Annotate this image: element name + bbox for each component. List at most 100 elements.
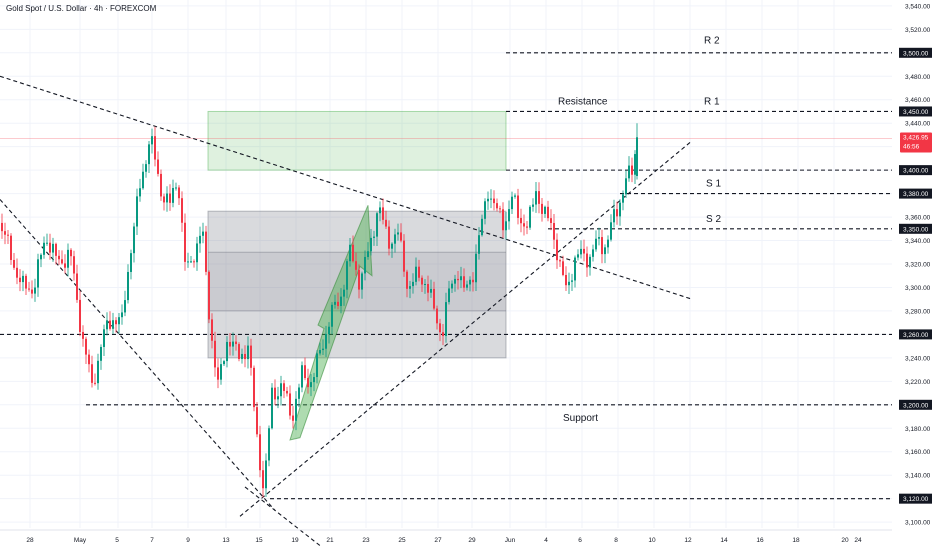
time-tick-label: 16 <box>756 537 764 544</box>
label-r1: R 1 <box>704 96 720 107</box>
candle-body <box>385 219 387 227</box>
candle-body <box>634 154 636 175</box>
candle-body <box>88 354 90 365</box>
price-tick-label: 3,520.00 <box>905 27 931 34</box>
candle-body <box>415 266 417 282</box>
price-level-box <box>899 223 932 234</box>
candle-body <box>190 261 192 263</box>
price-tick-label: 3,280.00 <box>905 308 931 315</box>
time-tick-label: 18 <box>792 537 800 544</box>
candle-body <box>55 243 57 256</box>
candle-body <box>370 237 372 252</box>
candle-body <box>610 222 612 240</box>
trend-line <box>0 75 693 300</box>
candle-body <box>523 223 525 227</box>
time-tick-label: 21 <box>326 537 334 544</box>
candle-body <box>283 383 285 391</box>
candle-body <box>310 382 312 388</box>
candle-body <box>226 341 228 362</box>
price-tick-label: 3,220.00 <box>905 379 931 386</box>
price-level-box <box>899 188 932 199</box>
candle-body <box>367 251 369 257</box>
candle-body <box>4 231 6 235</box>
time-tick-label: 24 <box>854 537 862 544</box>
price-tick-label: 3,540.00 <box>905 3 931 10</box>
trend-line <box>0 199 276 511</box>
candle-body <box>178 187 180 199</box>
candle-body <box>622 194 624 203</box>
candle-body <box>475 253 477 283</box>
price-level-box <box>899 47 932 58</box>
candle-body <box>451 283 453 289</box>
time-axis[interactable]: 28 May 5 7 9 13 15 19 21 23 25 27 29 Jun 4 6 8 10 12 14 16 18… <box>0 529 892 544</box>
candle-body <box>34 287 36 294</box>
candle-body <box>331 304 333 327</box>
candle-body <box>436 308 438 324</box>
candle-body <box>262 470 264 489</box>
candle-body <box>562 261 564 275</box>
candle-body <box>199 235 201 244</box>
candle-body <box>301 365 303 388</box>
candle-body <box>37 259 39 288</box>
candle-body <box>175 187 177 189</box>
candle-body <box>406 271 408 289</box>
label-s2: S 2 <box>706 214 721 225</box>
candle-body <box>595 238 597 250</box>
candle-body <box>616 209 618 217</box>
price-axis[interactable]: 3,100.00 3,140.00 3,160.00 3,180.00 3,220.00… <box>899 3 932 527</box>
candle-body <box>394 234 396 244</box>
candle-body <box>154 136 156 160</box>
candle-body <box>499 208 501 210</box>
candle-body <box>553 223 555 240</box>
candle-body <box>256 407 258 435</box>
trend-line <box>244 486 321 547</box>
time-tick-label: 20 <box>841 537 849 544</box>
price-tick-label: 3,160.00 <box>905 449 931 456</box>
price-level-label: 3,350.00 <box>903 226 929 233</box>
candle-body <box>7 234 9 236</box>
candle-body <box>304 365 306 379</box>
price-tick-label: 3,300.00 <box>905 285 931 292</box>
candle-body <box>13 259 15 268</box>
candle-body <box>574 257 576 281</box>
candle-body <box>43 242 45 255</box>
candle-body <box>337 301 339 307</box>
candle-body <box>388 226 390 249</box>
candle-body <box>238 344 240 359</box>
time-tick-label: 5 <box>115 537 119 544</box>
candle-body <box>535 191 537 205</box>
price-tick-label: 3,180.00 <box>905 426 931 433</box>
price-level-box <box>899 493 932 504</box>
candle-body <box>469 279 471 285</box>
candle-body <box>139 188 141 197</box>
price-tick-label: 3,320.00 <box>905 262 931 269</box>
candle-body <box>136 196 138 227</box>
candle-body <box>307 378 309 388</box>
candle-body <box>112 320 114 329</box>
candle-body <box>319 350 321 354</box>
candle-body <box>397 232 399 235</box>
candle-body <box>586 253 588 268</box>
candle-body <box>490 198 492 200</box>
candle-body <box>118 317 120 325</box>
candle-body <box>28 288 30 290</box>
candle-body <box>16 267 18 278</box>
candle-body <box>349 244 351 262</box>
candle-body <box>604 247 606 255</box>
candle-body <box>550 218 552 224</box>
candle-body <box>625 178 627 195</box>
countdown-label: 46:56 <box>903 144 920 151</box>
candle-body <box>172 188 174 203</box>
time-tick-label: 14 <box>720 537 728 544</box>
candle-body <box>109 320 111 329</box>
price-tick-label: 3,240.00 <box>905 355 931 362</box>
candle-body <box>463 276 465 288</box>
candle-body <box>391 243 393 249</box>
candle-body <box>280 383 282 397</box>
candle-body <box>133 226 135 254</box>
candle-body <box>454 278 456 284</box>
candle-body <box>268 428 270 461</box>
candle-body <box>277 396 279 400</box>
candle-body <box>400 232 402 241</box>
